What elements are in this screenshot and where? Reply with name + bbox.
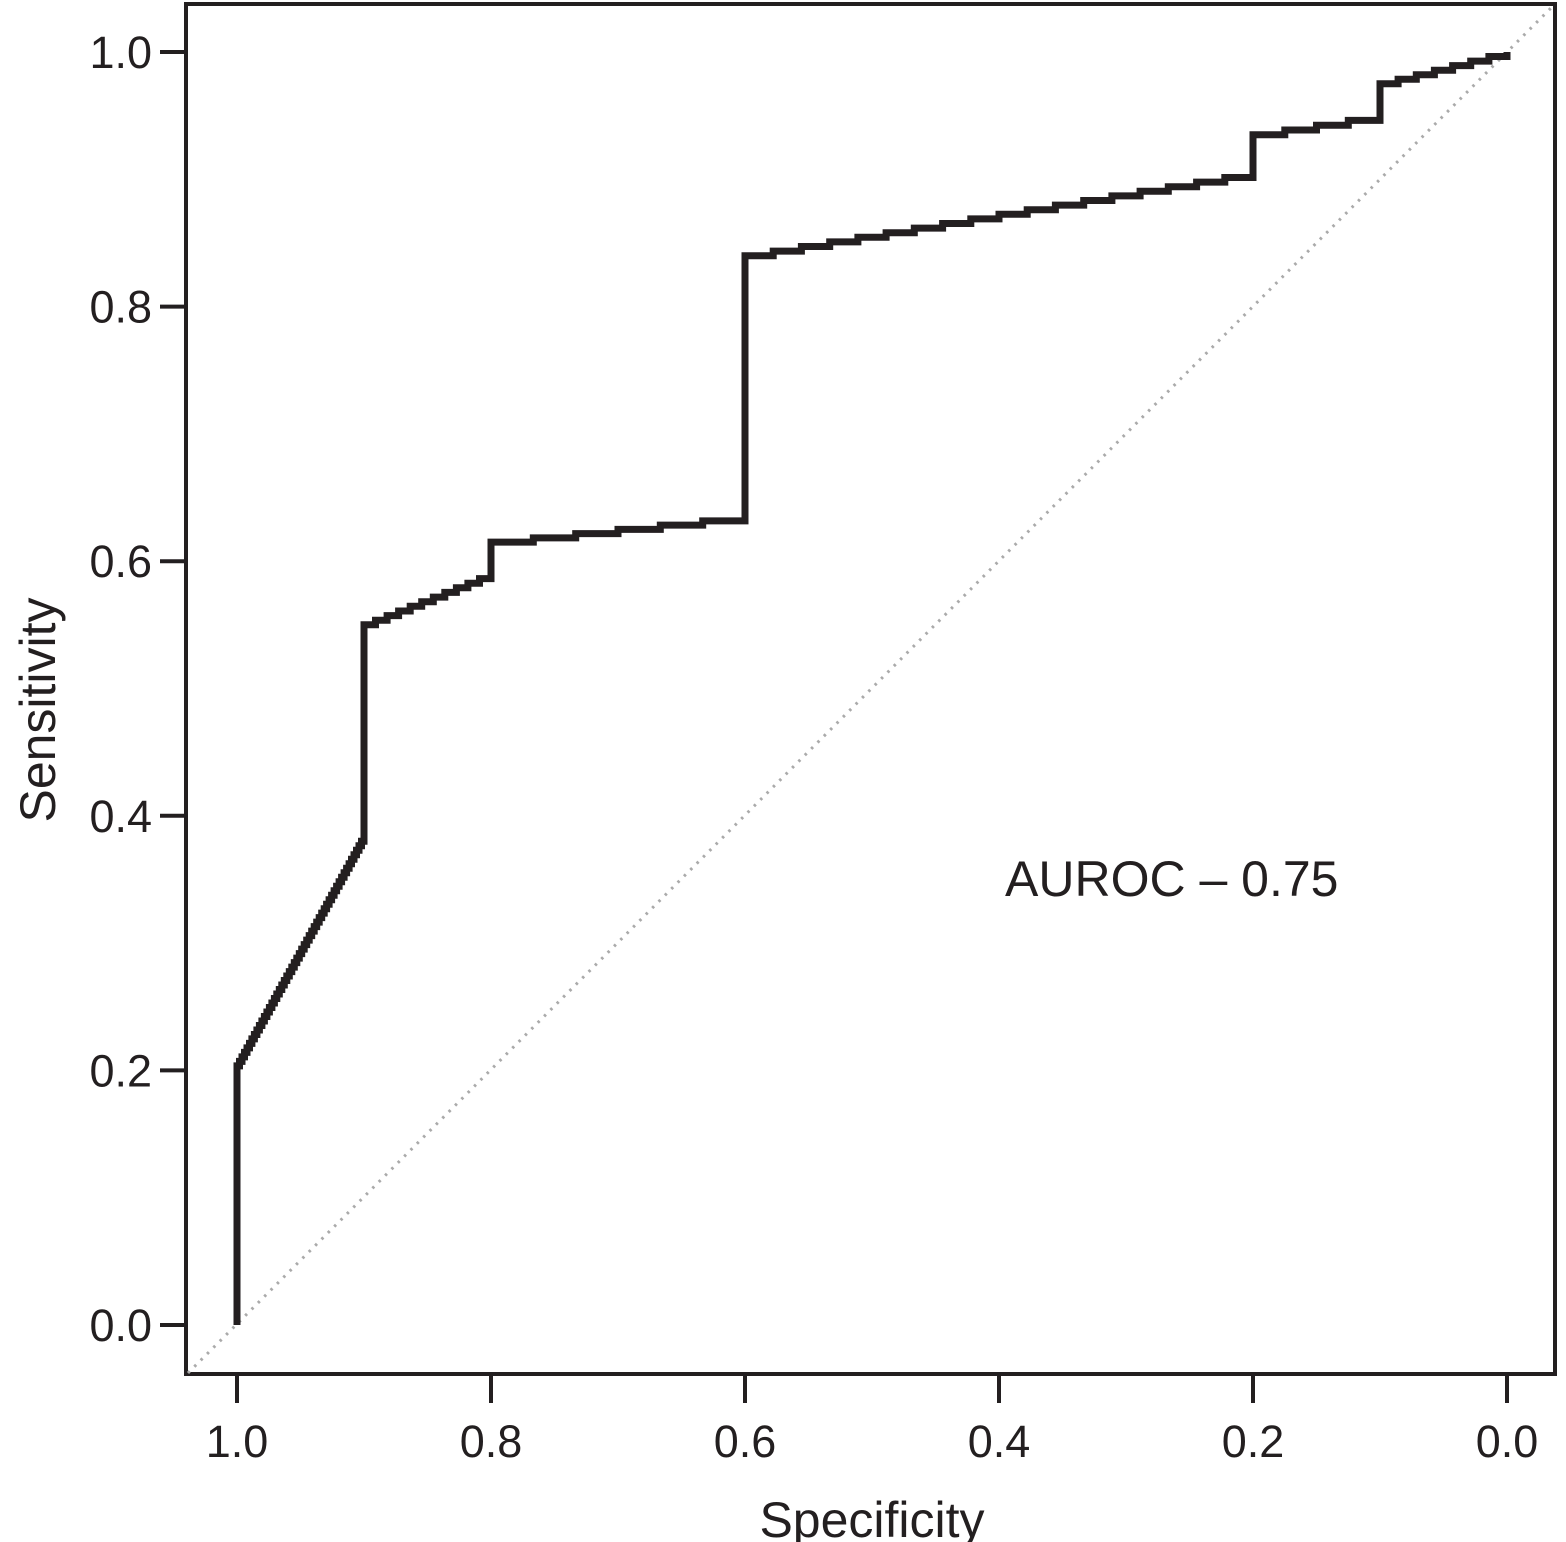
x-tick-label: 0.0 <box>1476 1416 1539 1467</box>
y-axis-ticks: 0.0 0.2 0.4 0.6 0.8 1.0 <box>89 27 186 1351</box>
x-tick-label: 0.6 <box>714 1416 777 1467</box>
y-tick-label: 0.0 <box>89 1300 152 1351</box>
plot-box <box>184 2 1557 1376</box>
y-tick-label: 0.2 <box>89 1045 152 1096</box>
auroc-annotation: AUROC – 0.75 <box>1005 851 1338 907</box>
y-tick-label: 1.0 <box>89 27 152 78</box>
x-axis-label: Specificity <box>759 1492 984 1542</box>
x-tick-label: 0.8 <box>460 1416 523 1467</box>
x-tick-label: 0.4 <box>968 1416 1031 1467</box>
y-tick-label: 0.6 <box>89 536 152 587</box>
x-axis-ticks: 1.0 0.8 0.6 0.4 0.2 0.0 <box>206 1375 1539 1467</box>
y-tick-label: 0.4 <box>89 791 152 842</box>
reference-diagonal-line <box>186 4 1555 1375</box>
y-axis-label: Sensitivity <box>10 597 66 822</box>
x-tick-label: 0.2 <box>1222 1416 1285 1467</box>
y-tick-label: 0.8 <box>89 282 152 333</box>
roc-curve <box>233 52 1511 1325</box>
x-tick-label: 1.0 <box>206 1416 269 1467</box>
